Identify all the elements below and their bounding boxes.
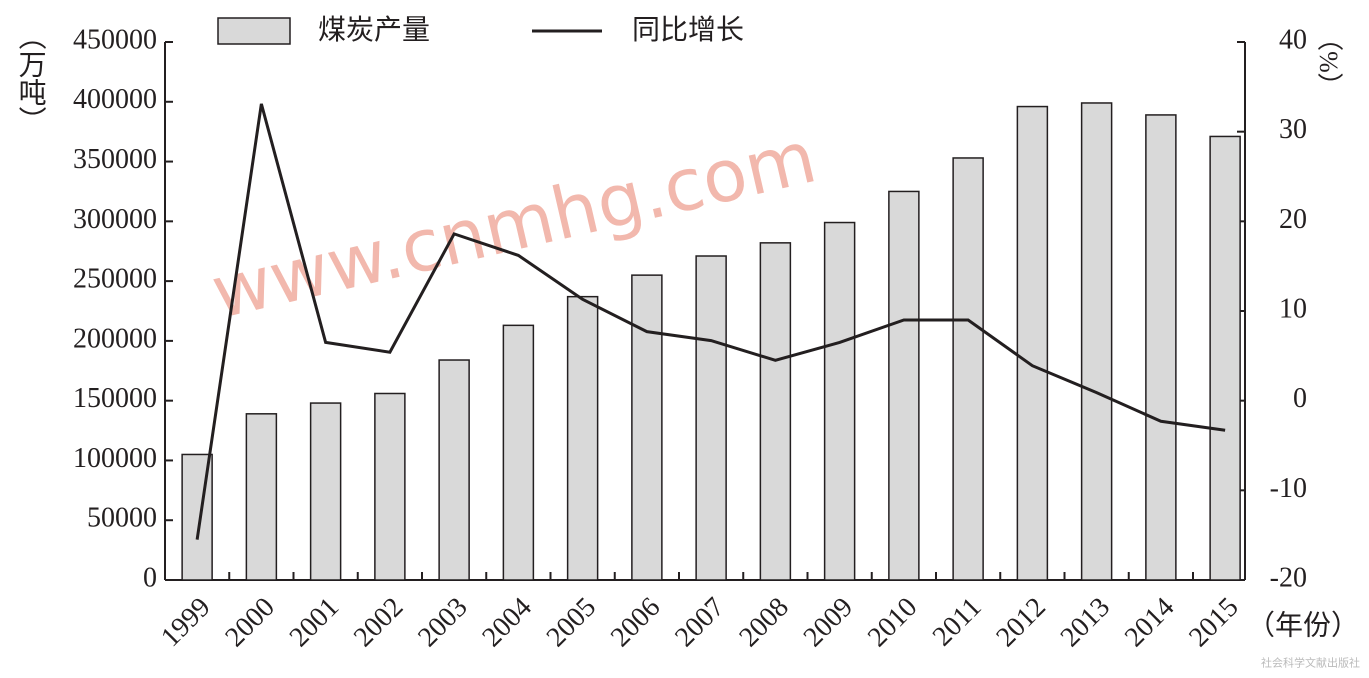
x-tick-label: 2007 xyxy=(669,592,731,654)
y2-tick-label: 0 xyxy=(1293,383,1307,414)
x-tick-label: 2010 xyxy=(862,592,924,654)
bar xyxy=(1209,135,1241,581)
y-tick-label: 400000 xyxy=(73,84,157,115)
x-tick-label: 2012 xyxy=(990,592,1052,654)
y-tick-label: 300000 xyxy=(73,204,157,235)
x-tick-label: 2004 xyxy=(476,592,538,654)
legend-swatch xyxy=(217,17,291,45)
x-tick-label: 1999 xyxy=(155,592,217,654)
bar xyxy=(1016,105,1049,581)
y2-tick-label: 10 xyxy=(1279,293,1307,324)
y2-tick-label: 40 xyxy=(1279,24,1307,55)
bar xyxy=(438,359,470,581)
bar xyxy=(566,295,599,581)
y-tick-label: 0 xyxy=(143,562,157,593)
bar xyxy=(374,392,406,581)
x-tick-label: 2001 xyxy=(284,592,346,654)
x-tick-label: 2002 xyxy=(348,592,410,654)
bar xyxy=(1145,114,1177,581)
legend-label: 同比增长 xyxy=(632,13,744,46)
y-tick-label: 50000 xyxy=(87,503,157,534)
y2-tick-label: 20 xyxy=(1279,204,1307,235)
x-tick-label: 2006 xyxy=(605,592,667,654)
y-tick-label: 250000 xyxy=(73,264,157,295)
bar xyxy=(823,221,856,581)
bar xyxy=(245,413,278,581)
x-tick-label: 2014 xyxy=(1119,592,1181,654)
x-tick-label: 2000 xyxy=(219,592,281,654)
x-tick-label: 2015 xyxy=(1183,592,1245,654)
source: 社会科学文献出版社 xyxy=(1261,656,1360,670)
y2-axis-label: （%） xyxy=(1314,25,1343,99)
y-tick-label: 350000 xyxy=(73,144,157,175)
bar xyxy=(1080,102,1113,581)
y-tick-label: 450000 xyxy=(73,24,157,55)
y-axis-label: （万吨） xyxy=(15,22,47,134)
y2-tick-label: 30 xyxy=(1279,114,1307,145)
x-axis-label: （年份） xyxy=(1247,609,1359,641)
x-tick-label: 2003 xyxy=(412,592,474,654)
y2-tick-label: -10 xyxy=(1270,473,1307,504)
legend-label: 煤炭产量 xyxy=(318,13,430,46)
y2-tick-label: -20 xyxy=(1270,562,1307,593)
x-tick-label: 2013 xyxy=(1055,592,1117,654)
y-tick-label: 200000 xyxy=(73,323,157,354)
x-tick-label: 2009 xyxy=(798,592,860,654)
bar xyxy=(631,274,663,581)
bar xyxy=(309,402,342,581)
y-tick-label: 100000 xyxy=(73,443,157,474)
bar xyxy=(888,190,920,581)
line xyxy=(195,103,1226,540)
bar xyxy=(952,157,984,581)
bar xyxy=(695,255,727,581)
x-tick-label: 2011 xyxy=(927,592,988,653)
x-tick-label: 2005 xyxy=(541,592,603,654)
bar xyxy=(502,324,535,581)
y-tick-label: 150000 xyxy=(73,383,157,414)
x-tick-label: 2008 xyxy=(733,592,795,654)
bar xyxy=(759,242,792,581)
watermark: www.cnmhg.com xyxy=(204,114,823,334)
